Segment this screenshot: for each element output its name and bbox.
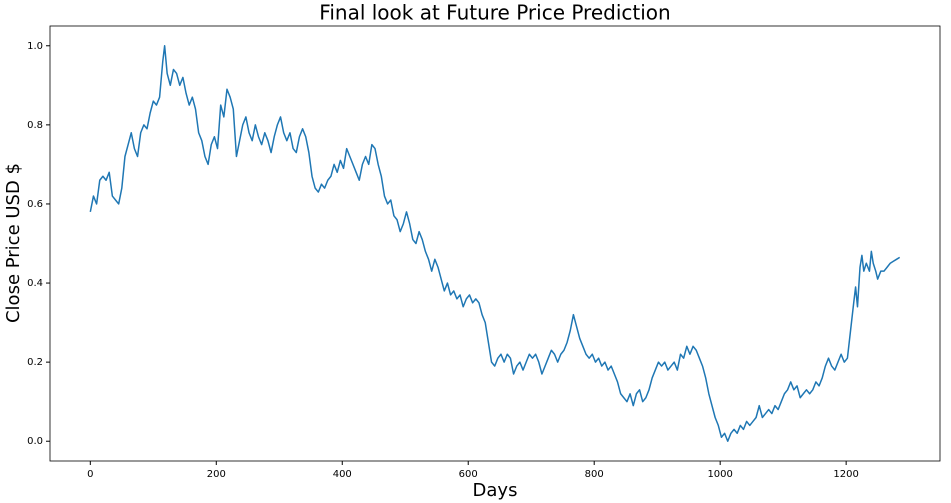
chart-title: Final look at Future Price Prediction [319, 1, 670, 25]
y-axis-label: Close Price USD $ [3, 163, 24, 323]
x-tick-label: 400 [333, 469, 352, 480]
y-tick-label: 0.0 [27, 436, 43, 447]
y-tick-label: 0.4 [27, 278, 43, 289]
y-tick-label: 0.6 [27, 199, 43, 210]
x-axis-label: Days [473, 480, 518, 501]
y-tick-label: 0.2 [27, 357, 43, 368]
x-tick-label: 800 [585, 469, 604, 480]
x-tick-label: 1000 [707, 469, 732, 480]
x-tick-label: 1200 [833, 469, 858, 480]
x-tick-label: 0 [87, 469, 93, 480]
axes-frame [49, 25, 941, 462]
y-tick-label: 0.8 [27, 120, 43, 131]
x-tick-label: 600 [459, 469, 478, 480]
line-series [89, 45, 901, 442]
y-tick-label: 1.0 [27, 41, 43, 52]
x-tick-label: 200 [207, 469, 226, 480]
